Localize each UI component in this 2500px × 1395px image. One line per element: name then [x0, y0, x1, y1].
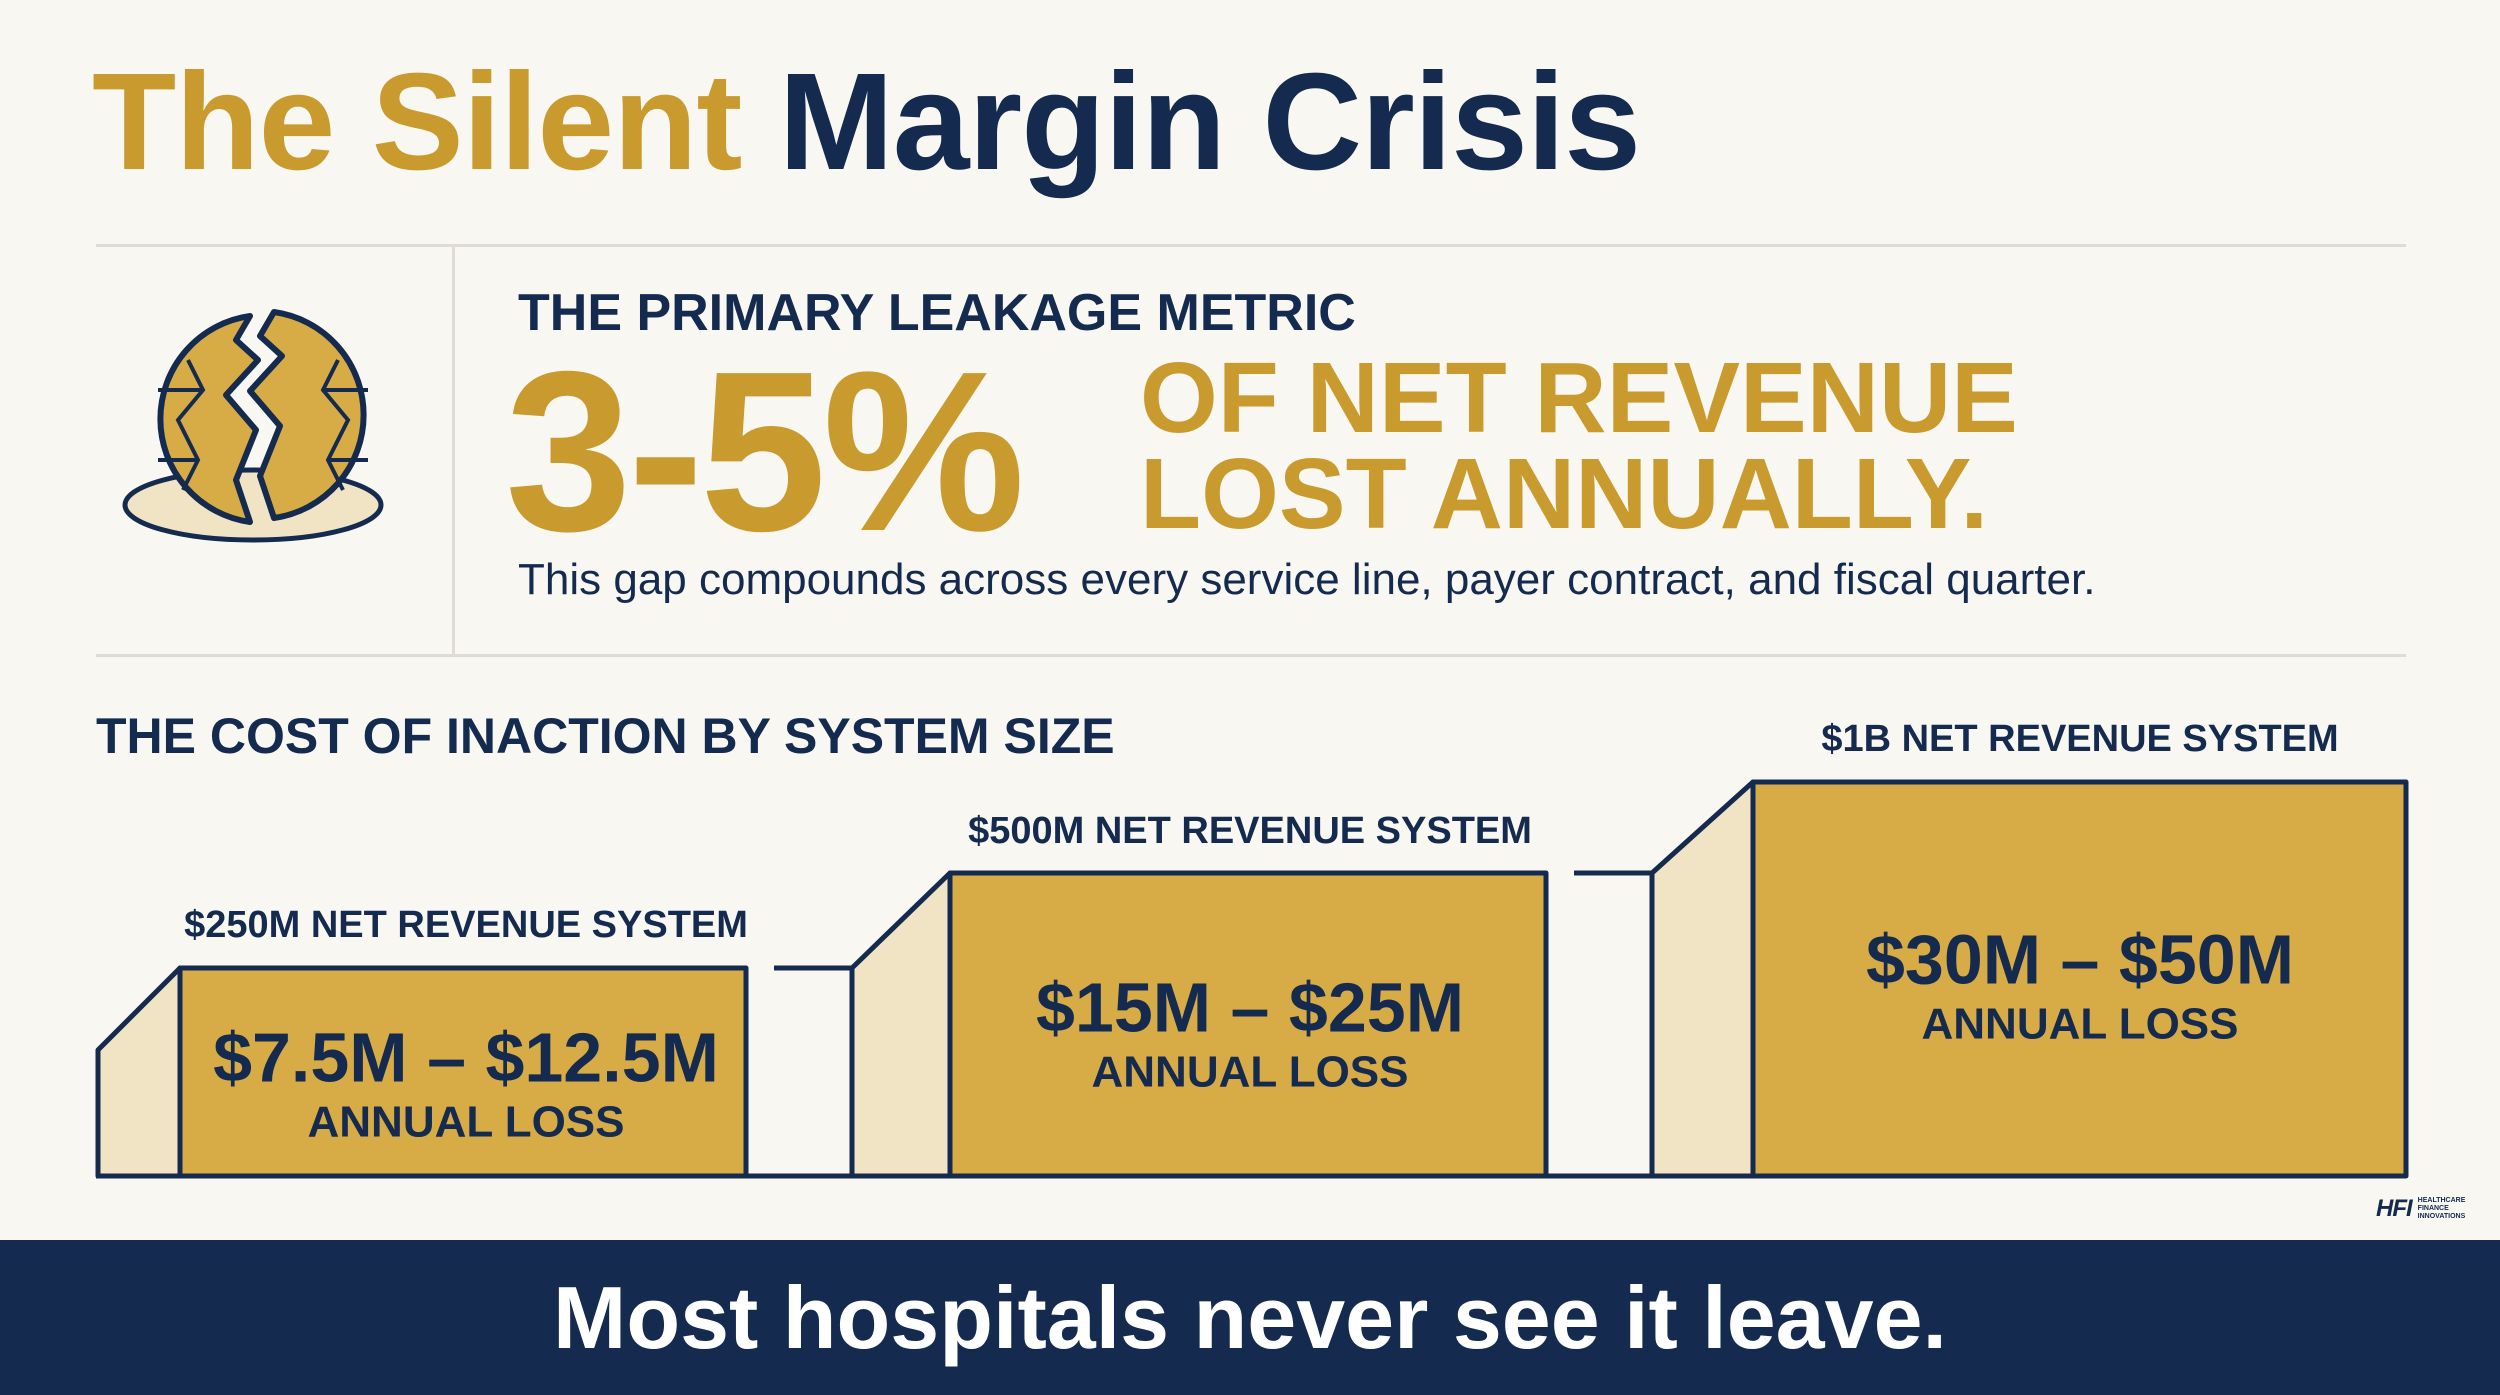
tier-3-side — [1649, 779, 1756, 1179]
tier-2-loss-label: ANNUAL LOSS — [1091, 1047, 1409, 1097]
tier-3-loss-label: ANNUAL LOSS — [1921, 999, 2239, 1049]
tier-1-label: $250M NET REVENUE SYSTEM — [184, 904, 748, 946]
metric-description: OF NET REVENUE LOST ANNUALLY. — [1140, 342, 2018, 550]
metric-desc-line-2: LOST ANNUALLY. — [1140, 438, 1989, 550]
metric-label: THE PRIMARY LEAKAGE METRIC — [518, 284, 1356, 342]
logo-mark: HFI — [2376, 1195, 2413, 1222]
top-divider — [96, 244, 2406, 247]
metric-subtext: This gap compounds across every service … — [518, 555, 2096, 604]
footer-text: Most hospitals never see it leave. — [553, 1267, 1947, 1367]
tier-3-box — [1750, 779, 2409, 1179]
tier-3-label: $1B NET REVENUE SYSTEM — [1821, 718, 2339, 760]
middle-divider — [96, 654, 2406, 657]
cost-section-title: THE COST OF INACTION BY SYSTEM SIZE — [96, 708, 1115, 764]
metric-percent: 3-5% — [505, 325, 1025, 579]
tier-1-value: $7.5M – $12.5M ANNUAL LOSS — [213, 1018, 719, 1147]
company-logo: HFI HEALTHCARE FINANCE INNOVATIONS — [2376, 1195, 2465, 1223]
tier-2-box — [947, 870, 1549, 1179]
logo-line-3: INNOVATIONS — [2417, 1212, 2466, 1220]
broken-coin-icon — [122, 309, 384, 543]
tier-2-label: $500M NET REVENUE SYSTEM — [968, 810, 1532, 852]
tier-2-side — [849, 870, 953, 1179]
tier-1-side — [95, 965, 183, 1179]
tier-1-loss-label: ANNUAL LOSS — [307, 1097, 625, 1147]
tier-3-value: $30M – $50M ANNUAL LOSS — [1866, 920, 2294, 1049]
page-title: The Silent Margin Crisis — [92, 40, 1641, 206]
footer-banner: Most hospitals never see it leave. — [0, 1240, 2500, 1395]
title-part-2: Margin Crisis — [778, 45, 1641, 199]
cost-staircase-diagram — [95, 779, 2409, 1179]
logo-line-1: HEALTHCARE — [2417, 1197, 2466, 1205]
tier-3-amount: $30M – $50M — [1865, 920, 2295, 999]
logo-line-2: FINANCE — [2417, 1205, 2449, 1213]
metric-vertical-divider — [452, 246, 455, 656]
tier-1-amount: $7.5M – $12.5M — [213, 1018, 719, 1097]
metric-desc-line-1: OF NET REVENUE — [1140, 342, 2018, 454]
logo-text: HEALTHCARE FINANCE INNOVATIONS — [2418, 1197, 2466, 1220]
tier-2-amount: $15M – $25M — [1035, 968, 1465, 1047]
title-part-1: The Silent — [92, 45, 742, 199]
tier-2-value: $15M – $25M ANNUAL LOSS — [1036, 968, 1464, 1097]
